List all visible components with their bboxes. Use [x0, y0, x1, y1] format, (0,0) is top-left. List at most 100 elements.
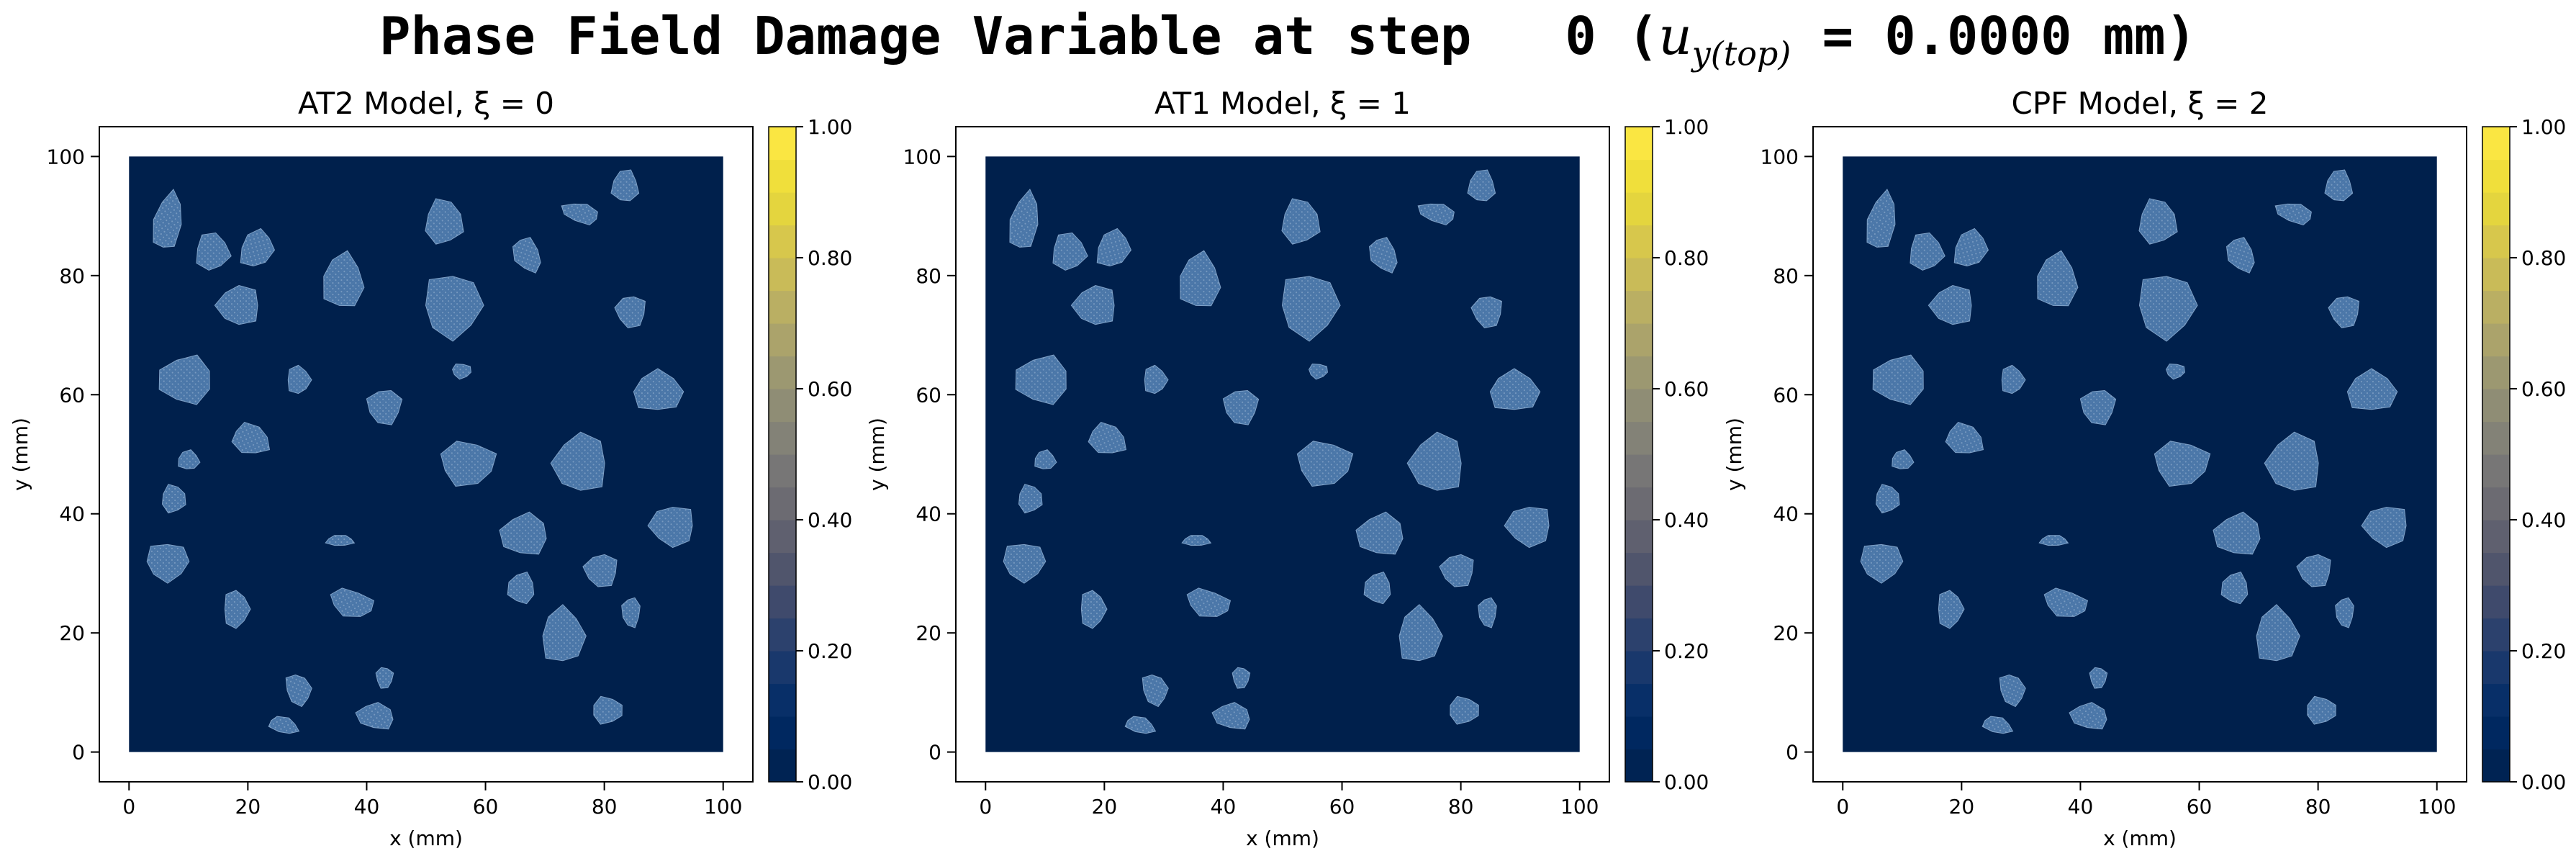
- inclusion: [146, 544, 190, 584]
- inclusion: [1478, 597, 1497, 628]
- inclusion-mesh: [425, 276, 484, 342]
- x-tick-label: 60: [473, 795, 499, 819]
- inclusion: [1866, 189, 1896, 248]
- colorbar-tick-label: 1.00: [1664, 115, 1709, 139]
- inclusion-mesh: [1439, 554, 1474, 587]
- inclusion-mesh: [231, 421, 271, 454]
- colorbar-band: [1625, 683, 1653, 717]
- inclusion: [1080, 590, 1108, 629]
- y-tick-label: 20: [59, 621, 85, 645]
- inclusion: [1052, 232, 1088, 271]
- inclusion: [1211, 702, 1250, 730]
- inclusion-mesh: [647, 507, 693, 549]
- colorbar-band: [1625, 552, 1653, 586]
- colorbar-tick-label: 0.20: [808, 639, 852, 663]
- inclusion: [366, 389, 403, 425]
- colorbar-band: [769, 192, 796, 226]
- inclusion-mesh: [1296, 441, 1354, 487]
- y-tick-label: 80: [59, 264, 85, 288]
- figure-title-math-sub: y(top): [1691, 34, 1791, 73]
- colorbar-band: [2482, 389, 2510, 423]
- colorbar-band: [1625, 585, 1653, 619]
- inclusion-mesh: [1309, 364, 1328, 380]
- subplot-1: 0 20 40 60 80 100 0 20 40 60 80 100 x (mm) y (mm) AT2 …: [9, 86, 852, 850]
- inclusion-mesh: [366, 389, 403, 425]
- inclusion: [425, 198, 464, 245]
- inclusion: [1281, 276, 1341, 342]
- y-tick-label: 20: [916, 621, 941, 645]
- inclusion: [214, 284, 258, 325]
- inclusion: [355, 702, 394, 730]
- subplot-title: CPF Model, ξ = 2: [2012, 86, 2269, 121]
- inclusion-mesh: [1003, 544, 1047, 584]
- inclusion: [1355, 511, 1404, 555]
- inclusion: [499, 511, 547, 555]
- y-tick-label: 100: [903, 145, 941, 168]
- inclusion-mesh: [2069, 702, 2107, 730]
- inclusion: [1363, 571, 1391, 605]
- inclusion-mesh: [1142, 675, 1169, 708]
- inclusion: [1369, 237, 1398, 274]
- inclusion: [2335, 597, 2354, 628]
- colorbar-band: [2482, 225, 2510, 258]
- colorbar-band: [1625, 356, 1653, 389]
- inclusions: [1860, 169, 2407, 734]
- subplot-3: 0 20 40 60 80 100 0 20 40 60 80 100 x (mm) y (mm) CPF …: [1722, 86, 2566, 850]
- inclusion: [440, 441, 497, 487]
- y-tick-label: 40: [916, 502, 941, 526]
- inclusions: [146, 169, 693, 734]
- inclusion: [153, 189, 182, 248]
- inclusion-mesh: [512, 237, 541, 274]
- inclusion-mesh: [1478, 597, 1497, 628]
- colorbar-band: [2482, 323, 2510, 357]
- colorbar-band: [769, 552, 796, 586]
- x-tick-label: 40: [2068, 795, 2094, 819]
- inclusion-mesh: [1928, 284, 1972, 325]
- inclusion: [375, 667, 394, 689]
- inclusion: [1910, 232, 1945, 271]
- y-axis-label: y (mm): [9, 418, 32, 491]
- inclusion-mesh: [330, 587, 375, 617]
- inclusion-mesh: [2001, 364, 2026, 395]
- inclusion: [178, 449, 201, 469]
- inclusion: [1124, 716, 1157, 734]
- inclusion-mesh: [1892, 449, 1915, 469]
- inclusion: [1504, 507, 1550, 549]
- colorbar-band: [1625, 716, 1653, 750]
- colorbar-band: [2482, 159, 2510, 193]
- inclusion-mesh: [1281, 198, 1321, 245]
- x-tick-label: 40: [354, 795, 380, 819]
- inclusion: [550, 431, 605, 491]
- inclusion: [1953, 227, 1989, 266]
- inclusion-mesh: [499, 511, 547, 555]
- inclusion-mesh: [1866, 189, 1896, 248]
- x-tick-label: 0: [122, 795, 135, 819]
- colorbar-band: [769, 651, 796, 685]
- axes-frame: [99, 126, 754, 783]
- inclusion-mesh: [2043, 587, 2089, 617]
- inclusion-mesh: [1953, 227, 1989, 266]
- inclusion: [512, 237, 541, 274]
- inclusion-mesh: [158, 354, 210, 405]
- inclusion-mesh: [1009, 189, 1039, 248]
- colorbar-band: [1625, 389, 1653, 423]
- inclusion-mesh: [1070, 284, 1115, 325]
- x-tick-label: 80: [1448, 795, 1474, 819]
- inclusion: [240, 227, 276, 266]
- inclusion: [633, 368, 684, 410]
- inclusion: [2361, 507, 2407, 549]
- y-tick-label: 40: [1773, 502, 1799, 526]
- colorbar-band: [2482, 585, 2510, 619]
- colorbar-tick-label: 0.80: [808, 246, 852, 270]
- colorbar: 0.00 0.20 0.40 0.60 0.80 1.00: [1624, 115, 1709, 794]
- figure-title-math: uy(top): [1658, 6, 1791, 73]
- colorbar: 0.00 0.20 0.40 0.60 0.80 1.00: [768, 115, 852, 794]
- inclusion-mesh: [440, 441, 497, 487]
- inclusion: [2256, 604, 2300, 662]
- inclusion: [1470, 296, 1502, 329]
- inclusion: [325, 535, 356, 546]
- x-tick-label: 100: [704, 795, 742, 819]
- colorbar-band: [1625, 258, 1653, 292]
- inclusion: [1296, 441, 1354, 487]
- x-tick-label: 20: [1092, 795, 1118, 819]
